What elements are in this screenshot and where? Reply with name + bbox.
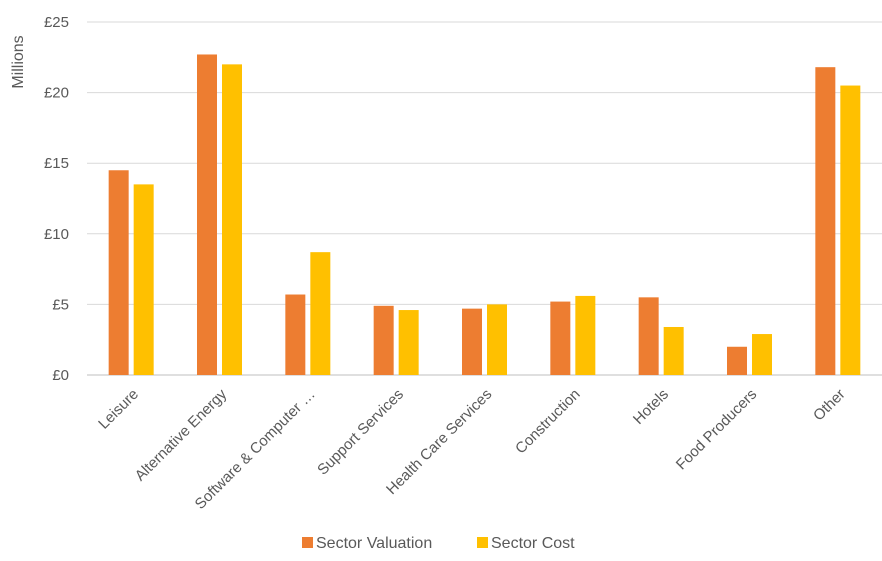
y-tick-label: £25 [44,14,69,31]
legend: Sector Valuation Sector Cost [302,535,575,552]
y-axis-ticks: £0 £5 £10 £15 £20 £25 [44,14,69,384]
x-category-label: Hotels [630,386,672,428]
bar-sector-valuation [197,54,217,375]
y-tick-label: £5 [52,296,69,313]
bars [108,54,861,376]
bar-sector-valuation [285,294,306,375]
x-category-label: Support Services [314,386,407,479]
x-category-label: Construction [512,386,584,458]
x-category-label: Alternative Energy [132,385,231,484]
bar-sector-cost [398,310,419,375]
bar-sector-valuation [638,297,659,375]
bar-sector-valuation [815,67,836,376]
bar-sector-cost [575,295,596,375]
bar-sector-valuation [550,301,571,375]
y-tick-label: £0 [52,367,69,384]
x-category-label: Other [810,386,849,425]
legend-label: Sector Valuation [316,535,432,552]
legend-swatch [477,537,488,548]
y-axis-unit-label: Millions [10,35,27,88]
y-tick-label: £10 [44,226,69,243]
bar-sector-valuation [727,346,747,375]
bar-sector-cost [133,184,154,375]
gridlines [87,21,882,376]
legend-swatch [302,537,313,548]
bar-sector-cost [310,252,331,375]
bar-sector-valuation [462,308,482,375]
legend-label: Sector Cost [491,535,575,552]
bar-sector-valuation [108,170,129,375]
bar-sector-cost [752,334,772,375]
bar-sector-cost [222,64,242,376]
bar-sector-cost [840,85,861,375]
x-category-label: Leisure [95,386,142,433]
y-tick-label: £20 [44,85,69,102]
y-tick-label: £15 [44,155,69,172]
x-category-label: Food Producers [673,386,760,473]
bar-sector-cost [663,326,684,375]
bar-sector-cost [487,304,507,375]
bar-sector-valuation [373,305,394,375]
